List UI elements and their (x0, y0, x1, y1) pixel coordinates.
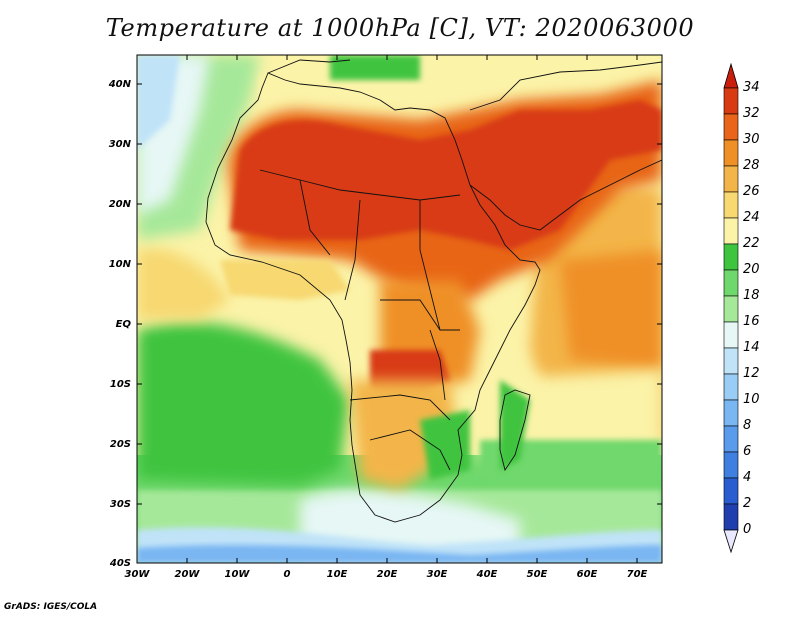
colorbar-label-14: 14 (743, 340, 760, 355)
colorbar-swatch (723, 321, 739, 349)
map-title: Temperature at 1000hPa [C], VT: 20200630… (105, 14, 695, 42)
colorbar-swatch (723, 87, 739, 115)
lat-tick-30N: 30N (109, 139, 132, 150)
colorbar-swatch (723, 425, 739, 453)
map-frame (136, 54, 663, 564)
colorbar-label-28: 28 (743, 158, 760, 173)
colorbar-bottom-arrow (723, 529, 739, 554)
lon-tick-60E: 60E (577, 569, 598, 580)
colorbar-label-30: 30 (743, 132, 760, 147)
colorbar-swatch (723, 269, 739, 297)
colorbar-label-6: 6 (743, 444, 751, 459)
latitude-labels: 40N 30N 20N 10N EQ 10S 20S 30S 40S (108, 79, 132, 569)
colorbar-swatch (723, 113, 739, 141)
colorbar-top-arrow (723, 62, 739, 89)
temperature-field (137, 55, 662, 563)
colorbar-labels: 34 32 30 28 26 24 22 20 18 16 14 12 10 8… (743, 80, 760, 537)
colorbar-swatch (723, 373, 739, 401)
lat-tick-10S: 10S (110, 379, 131, 390)
colorbar-label-32: 32 (743, 106, 760, 121)
colorbar-label-4: 4 (743, 470, 751, 485)
lat-tick-10N: 10N (109, 259, 132, 270)
lon-tick-10E: 10E (327, 569, 348, 580)
lon-tick-40E: 40E (476, 569, 498, 580)
colorbar-label-20: 20 (743, 262, 760, 277)
colorbar-swatch (723, 451, 739, 479)
colorbar-label-0: 0 (743, 522, 751, 537)
colorbar-swatch (723, 503, 739, 531)
lon-tick-30E: 30E (427, 569, 448, 580)
lat-tick-EQ: EQ (116, 319, 132, 330)
map-tick-marks (136, 55, 662, 564)
lat-tick-40N: 40N (108, 79, 132, 90)
lon-tick-10W: 10W (225, 569, 251, 580)
footer-credit: GrADS: IGES/COLA (4, 602, 98, 612)
colorbar-label-8: 8 (743, 418, 751, 433)
colorbar-label-12: 12 (743, 366, 760, 381)
colorbar-label-18: 18 (743, 288, 760, 303)
colorbar-label-10: 10 (743, 392, 760, 407)
colorbar-label-2: 2 (743, 496, 751, 511)
lon-tick-70E: 70E (627, 569, 648, 580)
colorbar-label-22: 22 (743, 236, 760, 251)
colorbar (723, 62, 739, 554)
lon-tick-20E: 20E (377, 569, 398, 580)
colorbar-label-24: 24 (743, 210, 760, 225)
lon-tick-50E: 50E (527, 569, 548, 580)
lon-tick-0: 0 (284, 569, 291, 580)
colorbar-swatch (723, 191, 739, 219)
colorbar-swatch (723, 347, 739, 375)
colorbar-swatch (723, 139, 739, 167)
coastlines (205, 59, 662, 523)
colorbar-label-26: 26 (743, 184, 760, 199)
colorbar-swatch (723, 165, 739, 193)
lon-tick-30W: 30W (125, 569, 151, 580)
colorbar-swatch (723, 477, 739, 505)
colorbar-label-16: 16 (743, 314, 760, 329)
colorbar-swatch (723, 295, 739, 323)
colorbar-label-34: 34 (743, 80, 760, 95)
colorbar-swatch (723, 217, 739, 245)
lon-tick-20W: 20W (175, 569, 201, 580)
lat-tick-20S: 20S (110, 439, 131, 450)
lat-tick-30S: 30S (110, 499, 131, 510)
lat-tick-40S: 40S (109, 558, 131, 569)
colorbar-swatch (723, 243, 739, 271)
longitude-labels: 30W 20W 10W 0 10E 20E 30E 40E 50E 60E 70… (125, 569, 648, 580)
lat-tick-20N: 20N (109, 199, 132, 210)
colorbar-swatch (723, 399, 739, 427)
